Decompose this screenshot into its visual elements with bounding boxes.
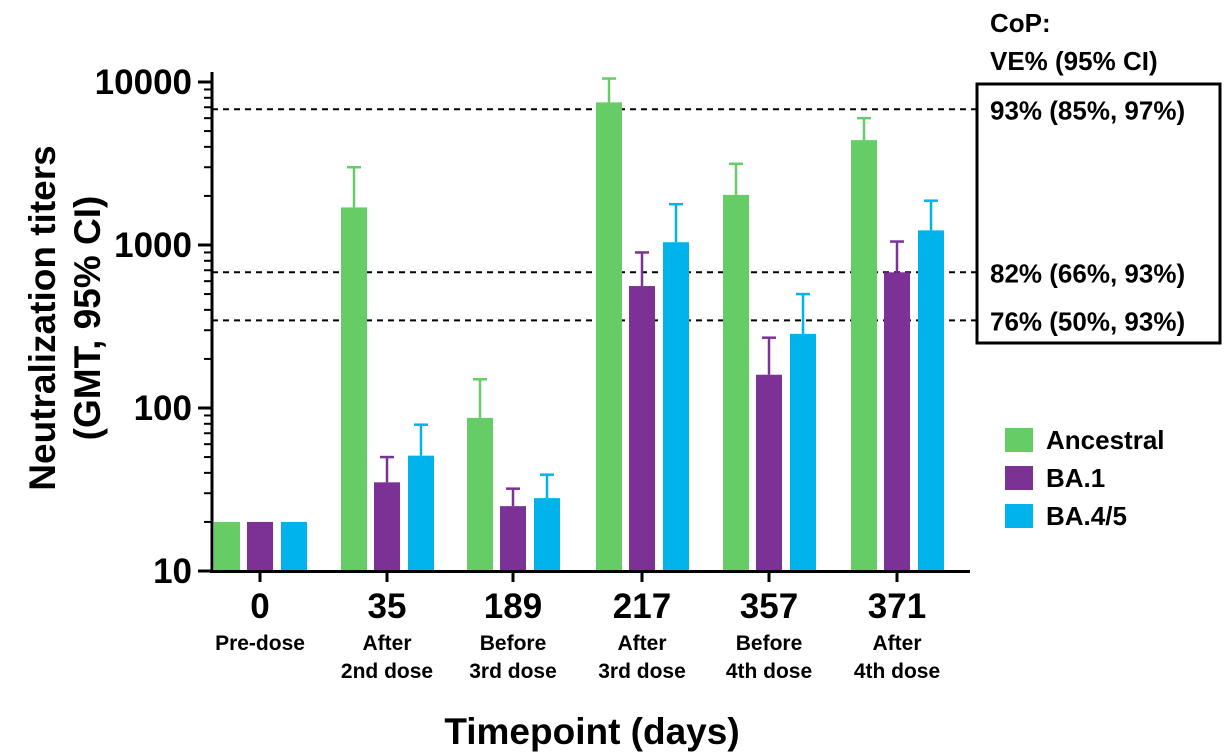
- bar-ba-4-5: [534, 498, 560, 571]
- bar-ba-1: [500, 506, 526, 571]
- y-tick-label: 10000: [95, 63, 192, 102]
- x-tick-sublabel: After: [872, 632, 921, 655]
- legend-label: BA.1: [1046, 463, 1105, 493]
- bar-ba-1: [374, 482, 400, 571]
- bar-ba-1: [247, 521, 273, 571]
- x-tick-sublabel: 4th dose: [854, 660, 940, 683]
- x-tick-sublabel: 2nd dose: [341, 660, 433, 683]
- bar-ba-4-5: [790, 333, 816, 571]
- legend-swatch: [1005, 504, 1033, 528]
- y-ticks: 10 100 1000 10000: [95, 63, 212, 591]
- bar-ba-4-5: [281, 521, 307, 571]
- error-bars: [347, 77, 938, 507]
- x-axis-label: Timepoint (days): [444, 711, 739, 752]
- x-tick-label: 189: [484, 587, 542, 626]
- bar-ba-1: [756, 374, 782, 571]
- x-tick-sublabel: 4th dose: [726, 660, 812, 683]
- y-tick-label: 100: [134, 389, 192, 428]
- legend-label: BA.4/5: [1046, 501, 1127, 531]
- bar-ancestral: [596, 102, 622, 571]
- reference-label: 82% (66%, 93%): [990, 258, 1185, 288]
- axes: [210, 72, 970, 573]
- bars: [214, 102, 944, 572]
- x-tick-sublabel: 3rd dose: [598, 660, 686, 683]
- x-tick-label: 217: [613, 587, 671, 626]
- reference-labels: 93% (85%, 97%) 82% (66%, 93%) 76% (50%, 93…: [990, 95, 1185, 336]
- x-labels: 0 Pre-dose 35 After 2nd dose 189 Before 3rd dos…: [215, 572, 940, 683]
- y-tick-label: 10: [153, 552, 192, 591]
- bar-ba-1: [884, 272, 910, 571]
- y-axis-label-line1: Neutralization titers: [22, 145, 63, 490]
- bar-ba-1: [629, 286, 655, 571]
- x-tick-sublabel: Pre-dose: [215, 632, 305, 655]
- legend: Ancestral BA.1 BA.4/5: [1005, 425, 1165, 531]
- x-tick-sublabel: After: [617, 632, 666, 655]
- x-tick-sublabel: Before: [480, 632, 547, 655]
- bar-ba-4-5: [918, 230, 944, 572]
- x-tick-label: 371: [868, 587, 926, 626]
- y-axis-label-line2: (GMT, 95% CI): [67, 196, 108, 441]
- bar-ancestral: [851, 140, 877, 571]
- bar-ancestral: [723, 194, 749, 571]
- y-tick-label: 1000: [114, 226, 192, 265]
- x-tick-sublabel: 3rd dose: [469, 660, 557, 683]
- legend-label: Ancestral: [1046, 425, 1165, 455]
- x-tick-label: 0: [250, 587, 269, 626]
- x-tick-label: 357: [740, 587, 798, 626]
- bar-ba-4-5: [408, 455, 434, 571]
- x-tick-label: 35: [368, 587, 407, 626]
- bar-ancestral: [214, 521, 240, 571]
- reference-label: 76% (50%, 93%): [990, 306, 1185, 336]
- legend-swatch: [1005, 428, 1033, 452]
- reference-label: 93% (85%, 97%): [990, 95, 1185, 125]
- bar-ancestral: [341, 207, 367, 571]
- annotation-title-line1: CoP:: [990, 8, 1051, 38]
- annotation-box: [975, 82, 1222, 345]
- annotation-title-line2: VE% (95% CI): [990, 46, 1158, 76]
- x-tick-sublabel: After: [362, 632, 411, 655]
- bar-ba-4-5: [663, 242, 689, 571]
- x-tick-sublabel: Before: [736, 632, 803, 655]
- bar-ancestral: [467, 417, 493, 571]
- legend-swatch: [1005, 466, 1033, 490]
